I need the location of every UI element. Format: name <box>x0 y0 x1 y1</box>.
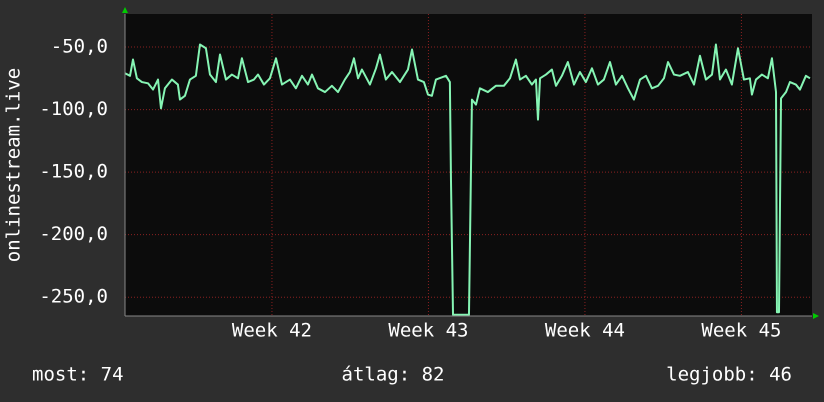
marks <box>124 43 811 316</box>
y-tick-label: -50,0 <box>51 36 108 58</box>
grid <box>125 14 812 316</box>
footer-best: legjobb: 46 <box>666 364 792 386</box>
footer-current: most: 74 <box>32 364 124 386</box>
data-line <box>124 43 811 316</box>
axis-arrow <box>813 313 819 319</box>
x-tick-label: Week 45 <box>701 320 781 342</box>
y-axis-label: onlinestream.live <box>3 68 25 262</box>
axis-arrow <box>122 7 128 13</box>
y-tick-label: -250,0 <box>39 286 108 308</box>
y-tick-label: -100,0 <box>39 98 108 120</box>
y-tick-label: -150,0 <box>39 161 108 183</box>
x-tick-label: Week 42 <box>232 320 312 342</box>
footer-average: átlag: 82 <box>342 364 445 386</box>
plot-area <box>125 14 812 316</box>
y-tick-label: -200,0 <box>39 223 108 245</box>
x-tick-label: Week 44 <box>545 320 625 342</box>
x-tick-label: Week 43 <box>388 320 468 342</box>
